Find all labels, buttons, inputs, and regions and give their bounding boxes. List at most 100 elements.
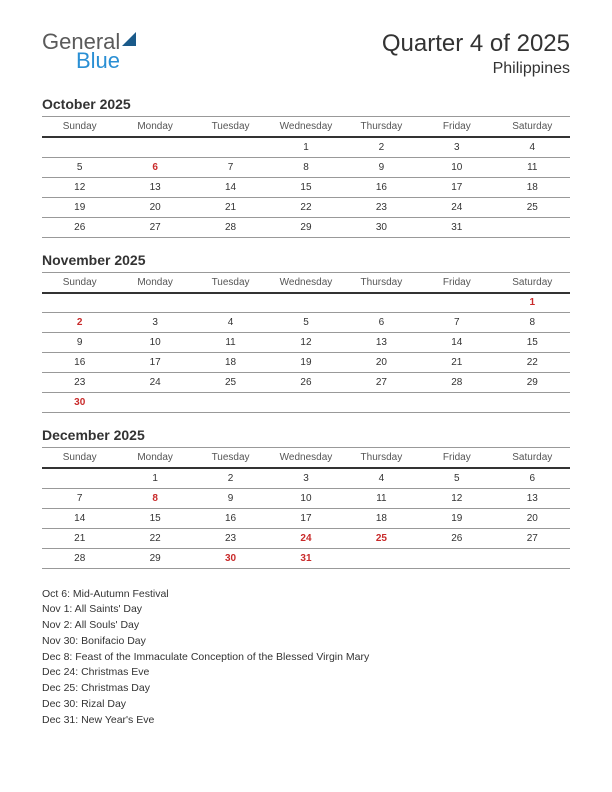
calendar-cell xyxy=(42,293,117,313)
calendar-cell: 13 xyxy=(117,177,192,197)
calendar-row: 567891011 xyxy=(42,157,570,177)
calendar-cell: 6 xyxy=(495,468,570,488)
calendar-cell: 13 xyxy=(344,333,419,353)
calendar-cell: 9 xyxy=(42,333,117,353)
calendar-table: SundayMondayTuesdayWednesdayThursdayFrid… xyxy=(42,272,570,414)
calendar-cell: 16 xyxy=(42,353,117,373)
calendar-row: 1234 xyxy=(42,137,570,157)
calendar-cell: 27 xyxy=(344,373,419,393)
weekday-header: Monday xyxy=(117,272,192,293)
calendar-cell: 2 xyxy=(42,313,117,333)
calendar-cell xyxy=(495,548,570,568)
calendar-cell: 23 xyxy=(193,528,268,548)
calendar-cell: 30 xyxy=(42,393,117,413)
calendar-cell: 27 xyxy=(117,217,192,237)
calendar-cell: 19 xyxy=(42,197,117,217)
calendar-cell: 24 xyxy=(117,373,192,393)
calendar-cell xyxy=(42,468,117,488)
month-block: December 2025SundayMondayTuesdayWednesda… xyxy=(42,427,570,569)
calendar-cell: 16 xyxy=(193,508,268,528)
calendar-cell: 11 xyxy=(344,488,419,508)
weekday-header: Friday xyxy=(419,272,494,293)
calendar-row: 1 xyxy=(42,293,570,313)
calendar-row: 28293031 xyxy=(42,548,570,568)
calendar-cell: 22 xyxy=(117,528,192,548)
calendar-cell xyxy=(193,393,268,413)
calendar-cell: 7 xyxy=(419,313,494,333)
calendar-cell: 15 xyxy=(495,333,570,353)
calendar-cell: 21 xyxy=(193,197,268,217)
calendar-row: 2345678 xyxy=(42,313,570,333)
calendar-cell: 23 xyxy=(42,373,117,393)
weekday-header: Wednesday xyxy=(268,117,343,138)
calendar-cell: 28 xyxy=(419,373,494,393)
calendar-cell: 29 xyxy=(117,548,192,568)
calendar-cell: 20 xyxy=(117,197,192,217)
calendar-cell: 15 xyxy=(268,177,343,197)
calendar-cell: 20 xyxy=(344,353,419,373)
calendar-cell: 8 xyxy=(495,313,570,333)
calendar-cell: 20 xyxy=(495,508,570,528)
calendar-cell: 14 xyxy=(42,508,117,528)
calendar-row: 23242526272829 xyxy=(42,373,570,393)
calendar-cell: 18 xyxy=(344,508,419,528)
calendar-cell: 30 xyxy=(193,548,268,568)
calendar-cell: 25 xyxy=(495,197,570,217)
calendar-cell xyxy=(344,293,419,313)
calendar-cell: 17 xyxy=(419,177,494,197)
weekday-header: Tuesday xyxy=(193,272,268,293)
weekday-header: Saturday xyxy=(495,117,570,138)
calendar-cell xyxy=(117,393,192,413)
weekday-header: Wednesday xyxy=(268,272,343,293)
calendar-cell xyxy=(495,217,570,237)
calendar-cell: 11 xyxy=(495,157,570,177)
holidays-list: Oct 6: Mid-Autumn FestivalNov 1: All Sai… xyxy=(42,587,422,729)
holiday-item: Nov 2: All Souls' Day xyxy=(42,618,422,634)
month-title: December 2025 xyxy=(42,427,570,443)
page-title: Quarter 4 of 2025 xyxy=(382,30,570,58)
calendar-cell: 31 xyxy=(419,217,494,237)
calendar-cell: 26 xyxy=(42,217,117,237)
calendar-cell: 18 xyxy=(193,353,268,373)
calendar-cell: 28 xyxy=(42,548,117,568)
calendar-cell: 4 xyxy=(495,137,570,157)
holiday-item: Dec 24: Christmas Eve xyxy=(42,665,422,681)
calendar-cell: 26 xyxy=(419,528,494,548)
calendar-cell: 21 xyxy=(42,528,117,548)
holiday-item: Nov 1: All Saints' Day xyxy=(42,602,422,618)
calendar-cell: 25 xyxy=(193,373,268,393)
weekday-header: Tuesday xyxy=(193,117,268,138)
holiday-item: Nov 30: Bonifacio Day xyxy=(42,634,422,650)
calendar-cell: 7 xyxy=(193,157,268,177)
calendar-cell: 25 xyxy=(344,528,419,548)
calendar-cell: 4 xyxy=(193,313,268,333)
calendar-row: 78910111213 xyxy=(42,488,570,508)
page-subtitle: Philippines xyxy=(382,60,570,78)
calendar-cell: 16 xyxy=(344,177,419,197)
weekday-header: Sunday xyxy=(42,448,117,469)
calendar-row: 21222324252627 xyxy=(42,528,570,548)
logo: General Blue xyxy=(42,30,136,72)
weekday-header: Thursday xyxy=(344,272,419,293)
calendar-cell: 31 xyxy=(268,548,343,568)
calendar-cell: 17 xyxy=(268,508,343,528)
logo-triangle-icon xyxy=(122,32,136,46)
weekday-header: Saturday xyxy=(495,448,570,469)
header: General Blue Quarter 4 of 2025 Philippin… xyxy=(42,30,570,78)
calendar-cell: 5 xyxy=(268,313,343,333)
calendar-cell: 24 xyxy=(268,528,343,548)
calendar-cell xyxy=(419,548,494,568)
calendar-cell: 28 xyxy=(193,217,268,237)
weekday-header: Sunday xyxy=(42,272,117,293)
calendar-cell: 24 xyxy=(419,197,494,217)
months-container: October 2025SundayMondayTuesdayWednesday… xyxy=(42,96,570,569)
calendar-cell: 10 xyxy=(117,333,192,353)
calendar-cell: 15 xyxy=(117,508,192,528)
weekday-header: Sunday xyxy=(42,117,117,138)
calendar-cell: 22 xyxy=(268,197,343,217)
calendar-cell: 23 xyxy=(344,197,419,217)
calendar-cell: 18 xyxy=(495,177,570,197)
calendar-cell: 5 xyxy=(42,157,117,177)
calendar-cell xyxy=(268,293,343,313)
weekday-header: Friday xyxy=(419,448,494,469)
